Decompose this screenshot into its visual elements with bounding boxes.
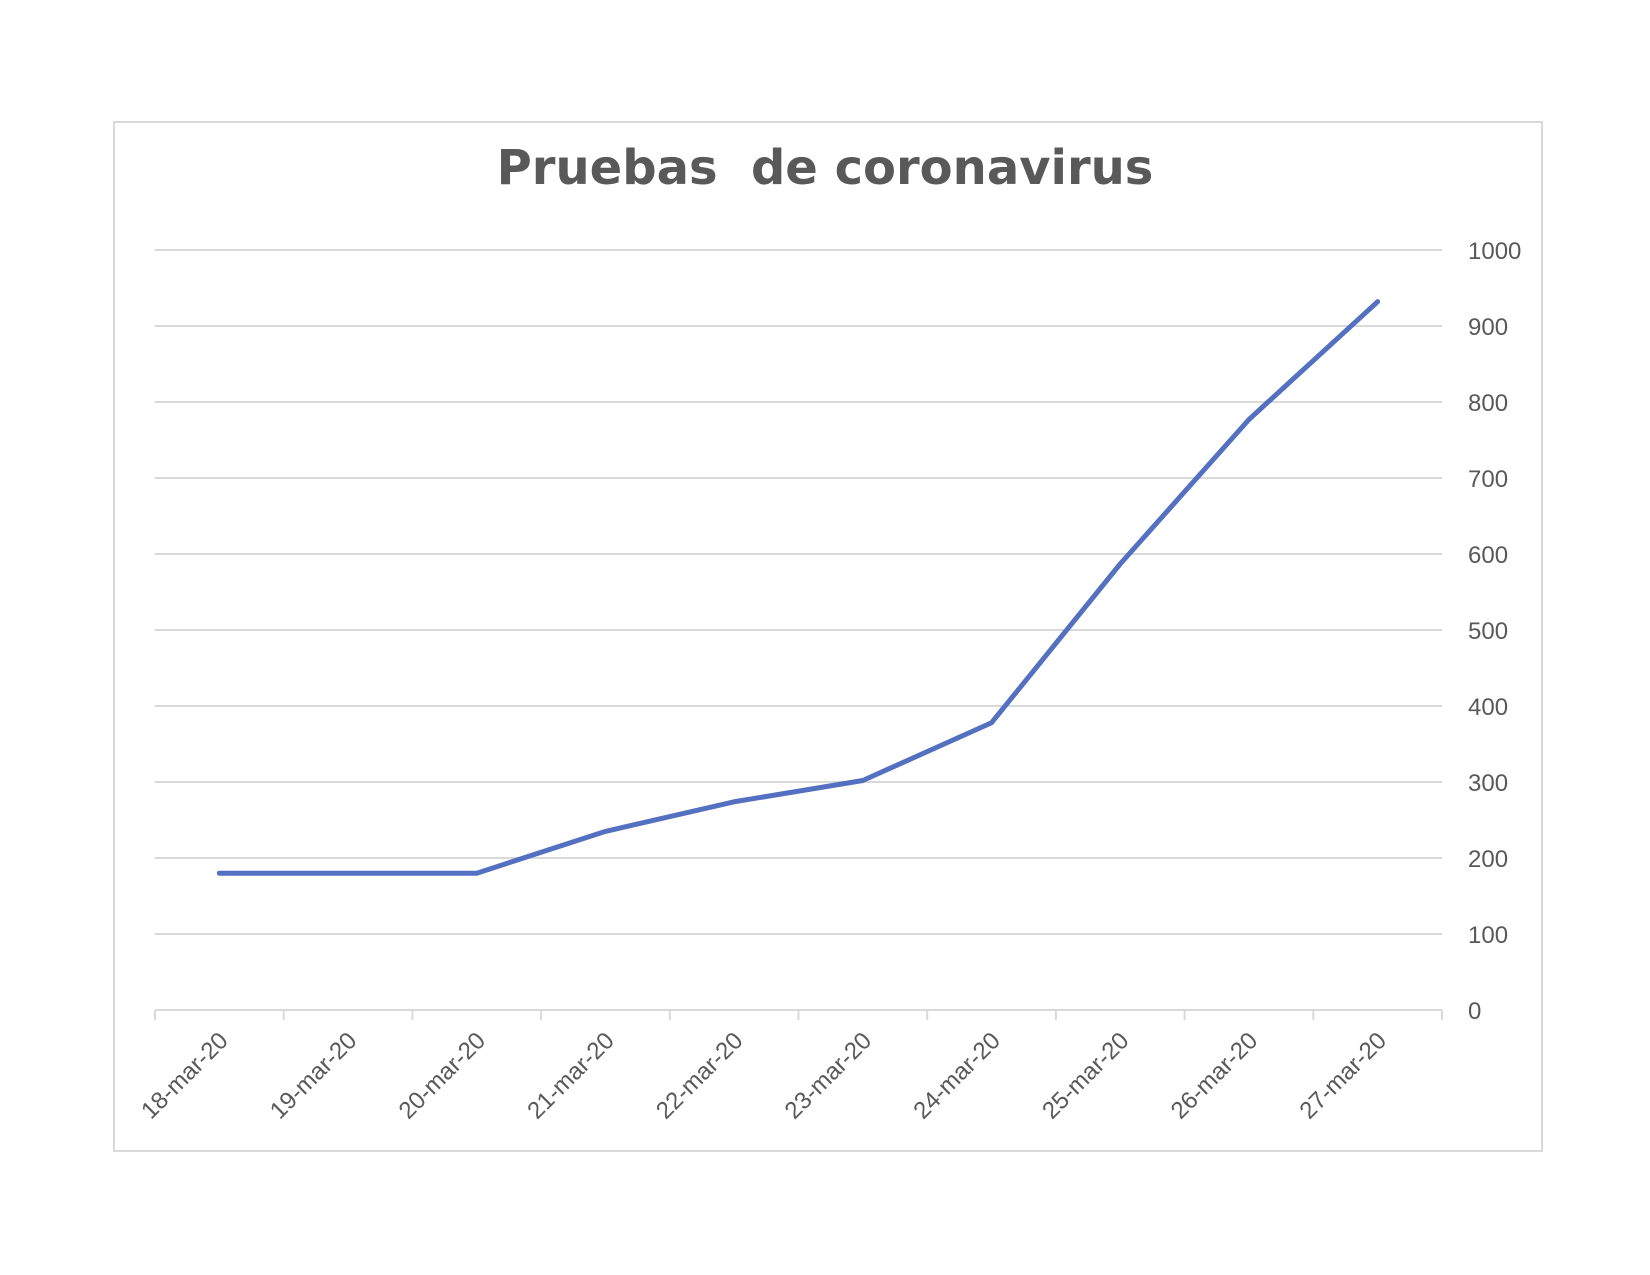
x-tick-label: 19-mar-20 bbox=[265, 1027, 362, 1124]
x-tick-label: 21-mar-20 bbox=[522, 1027, 619, 1124]
x-tick-label: 20-mar-20 bbox=[394, 1027, 491, 1124]
y-tick-label: 700 bbox=[1468, 466, 1508, 493]
y-axis-tick-labels: 0 100 200 300 400 500 600 700 800 900 1000 bbox=[1468, 238, 1521, 1025]
y-tick-label: 0 bbox=[1468, 998, 1481, 1025]
series-line-0 bbox=[216, 299, 1381, 876]
x-tick-label: 27-mar-20 bbox=[1295, 1027, 1392, 1124]
x-tick-label: 23-mar-20 bbox=[780, 1027, 877, 1124]
x-tick-label: 18-mar-20 bbox=[136, 1027, 233, 1124]
y-tick-label: 500 bbox=[1468, 618, 1508, 645]
y-tick-label: 300 bbox=[1468, 770, 1508, 797]
x-tick-label: 26-mar-20 bbox=[1166, 1027, 1263, 1124]
series-layer bbox=[216, 299, 1381, 876]
x-axis bbox=[154, 1009, 1443, 1020]
x-tick-label: 25-mar-20 bbox=[1037, 1027, 1134, 1124]
y-tick-label: 400 bbox=[1468, 694, 1508, 721]
y-tick-label: 600 bbox=[1468, 542, 1508, 569]
chart-title: Pruebas de coronavirus bbox=[496, 140, 1154, 196]
y-tick-label: 1000 bbox=[1468, 238, 1521, 265]
x-tick-label: 24-mar-20 bbox=[908, 1027, 1005, 1124]
y-tick-label: 200 bbox=[1468, 846, 1508, 873]
gridlines bbox=[155, 249, 1442, 935]
y-tick-label: 900 bbox=[1468, 314, 1508, 341]
x-axis-tick-labels: 18-mar-20 19-mar-20 20-mar-20 21-mar-20 22-m… bbox=[136, 1027, 1392, 1124]
chart-area bbox=[113, 121, 1543, 1152]
x-tick-label: 22-mar-20 bbox=[651, 1027, 748, 1124]
y-tick-label: 800 bbox=[1468, 390, 1508, 417]
y-tick-label: 100 bbox=[1468, 922, 1508, 949]
